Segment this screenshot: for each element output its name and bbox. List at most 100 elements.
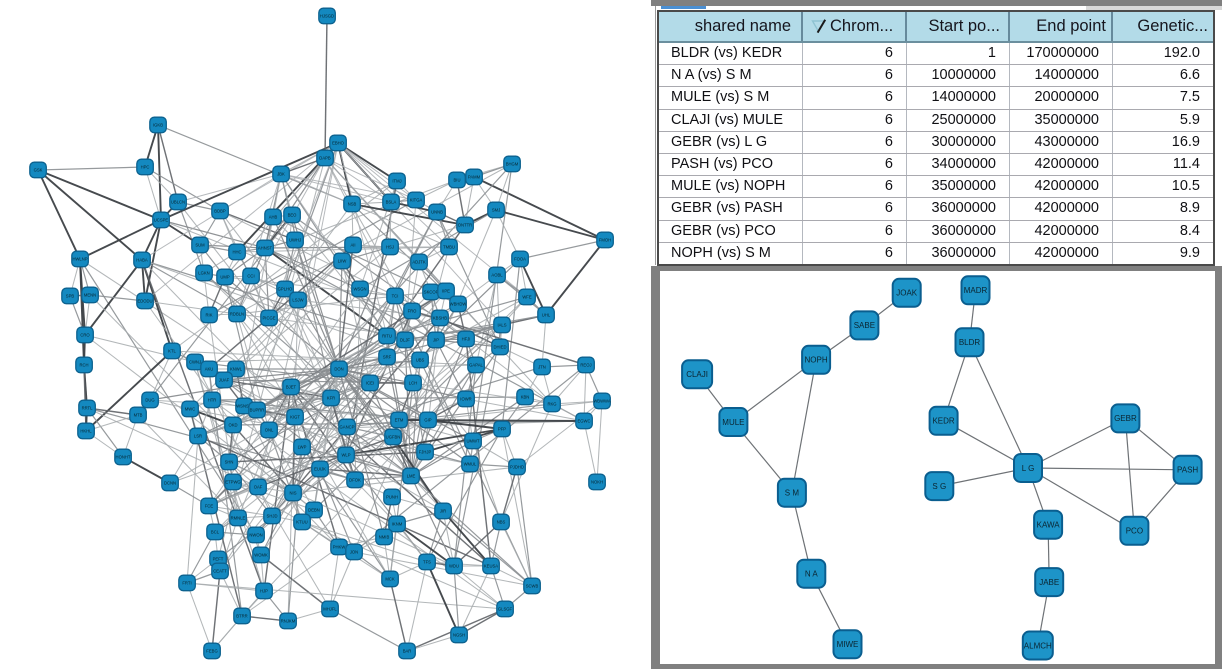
svg-text:EDODU: EDODU [137, 299, 152, 304]
svg-text:IALS: IALS [497, 323, 506, 328]
svg-text:KTL: KTL [168, 349, 176, 354]
svg-text:MWC: MWC [185, 407, 195, 412]
svg-text:RITU: RITU [382, 334, 392, 339]
svg-text:KEDR: KEDR [932, 417, 954, 426]
svg-text:HABA: HABA [136, 258, 148, 263]
svg-text:FCE: FCE [205, 504, 214, 509]
svg-text:KITGA: KITGA [410, 198, 423, 203]
svg-text:HJP: HJP [260, 589, 268, 594]
svg-text:FEBG: FEBG [206, 649, 217, 654]
svg-text:REOJ: REOJ [580, 363, 591, 368]
svg-text:KNWL: KNWL [230, 367, 243, 372]
svg-text:PCO: PCO [1126, 527, 1143, 536]
svg-text:MCK: MCK [385, 577, 395, 582]
svg-text:SKCOF: SKCOF [424, 290, 439, 295]
svg-text:FJHJP: FJHJP [419, 450, 432, 455]
svg-text:BLDR: BLDR [959, 338, 981, 347]
svg-text:WSNSD: WSNSD [236, 404, 252, 409]
svg-text:BAR: BAR [403, 649, 412, 654]
svg-text:FRO: FRO [408, 309, 418, 314]
svg-text:RNJKM: RNJKM [281, 619, 296, 624]
svg-text:KTUU: KTUU [296, 520, 307, 525]
svg-text:GANCP: GANCP [340, 425, 355, 430]
svg-text:MULE: MULE [722, 418, 744, 427]
svg-text:CEATT: CEATT [213, 569, 227, 574]
svg-text:PAMM: PAMM [468, 175, 481, 180]
svg-text:JOAK: JOAK [896, 289, 918, 298]
svg-text:MHJFL: MHJFL [323, 607, 337, 612]
svg-text:AII: AII [350, 243, 355, 248]
svg-text:HTR: HTR [208, 398, 217, 403]
svg-text:CRO: CRO [80, 333, 90, 338]
svg-text:GSK: GSK [34, 168, 43, 173]
svg-text:DFOK: DFOK [349, 478, 361, 483]
svg-text:BUPRR: BUPRR [250, 408, 265, 413]
svg-text:DON: DON [334, 367, 343, 372]
svg-text:PHKW: PHKW [333, 545, 346, 550]
svg-text:BHGM: BHGM [506, 162, 519, 167]
svg-text:DCNN: DCNN [164, 481, 176, 486]
svg-text:KFR: KFR [327, 396, 335, 401]
svg-text:TFS: TFS [423, 560, 431, 565]
svg-text:DUG: DUG [145, 398, 154, 403]
svg-text:ALMCH: ALMCH [1024, 641, 1052, 650]
svg-text:LSJW: LSJW [292, 298, 303, 303]
svg-text:FRTI: FRTI [182, 581, 191, 586]
svg-text:UCSPE: UCSPE [154, 218, 169, 223]
svg-text:ADJTK: ADJTK [412, 260, 425, 265]
svg-text:AOBL: AOBL [491, 273, 503, 278]
svg-text:BIU: BIU [454, 178, 461, 183]
svg-text:UBLCN: UBLCN [171, 200, 185, 205]
svg-text:NIS: NIS [290, 491, 297, 496]
svg-text:MENN: MENN [84, 293, 96, 298]
svg-text:HJSGD: HJSGD [320, 14, 334, 19]
svg-text:HSJ: HSJ [386, 245, 394, 250]
svg-text:IIPE: IIPE [442, 289, 450, 294]
svg-text:MTB: MTB [134, 413, 143, 418]
svg-text:NWON: NWON [249, 533, 262, 538]
svg-text:WMUL: WMUL [464, 462, 477, 467]
svg-text:LWP: LWP [298, 445, 307, 450]
svg-text:KEUSA: KEUSA [484, 564, 498, 569]
svg-text:GLSGF: GLSGF [498, 607, 513, 612]
svg-text:ONTTR: ONTTR [458, 223, 472, 228]
svg-text:IOWR: IOWR [460, 397, 471, 402]
svg-text:HHC: HHC [232, 250, 241, 255]
svg-text:AHNST: AHNST [258, 246, 273, 251]
svg-text:EBHO: EBHO [332, 141, 345, 146]
svg-text:WBHDW: WBHDW [450, 302, 467, 307]
svg-text:LSR: LSR [194, 434, 202, 439]
svg-text:UNNB: UNNB [431, 210, 443, 215]
svg-text:ETPWG: ETPWG [225, 480, 240, 485]
svg-text:SHN: SHN [225, 460, 234, 465]
svg-text:BEO: BEO [288, 213, 298, 218]
svg-text:WOMK: WOMK [254, 553, 268, 558]
svg-text:RMNLE: RMNLE [231, 516, 246, 521]
svg-text:CCI: CCI [247, 274, 254, 279]
svg-text:DEBN: DEBN [308, 508, 320, 513]
svg-text:HKHL: HKHL [80, 429, 92, 434]
svg-text:RDBLN: RDBLN [230, 312, 244, 317]
svg-text:DLJF: DLJF [400, 338, 410, 343]
svg-text:TMBU: TMBU [443, 245, 455, 250]
svg-text:WDU: WDU [449, 564, 459, 569]
svg-text:SPB: SPB [66, 294, 75, 299]
svg-text:ICEI: ICEI [366, 381, 374, 386]
svg-text:HWLNP: HWLNP [72, 257, 87, 262]
svg-text:UGFBN: UGFBN [386, 435, 401, 440]
svg-text:GEBR: GEBR [1114, 414, 1137, 423]
svg-text:TCI: TCI [392, 294, 399, 299]
svg-text:RCH: RCH [79, 363, 88, 368]
svg-text:SHJD: SHJD [267, 514, 278, 519]
svg-text:NMIB: NMIB [379, 535, 390, 540]
svg-text:WSGN: WSGN [353, 287, 366, 292]
svg-text:PJDHD: PJDHD [510, 465, 524, 470]
svg-text:UBS: UBS [416, 358, 425, 363]
svg-text:UWHJ: UWHJ [289, 238, 301, 243]
svg-text:BTRR: BTRR [236, 614, 247, 619]
svg-text:CWNJ: CWNJ [189, 360, 201, 365]
svg-text:N A: N A [805, 570, 819, 579]
svg-text:DHIED: DHIED [493, 345, 506, 350]
svg-text:BSLA: BSLA [386, 200, 397, 205]
svg-text:JTN: JTN [538, 365, 546, 370]
